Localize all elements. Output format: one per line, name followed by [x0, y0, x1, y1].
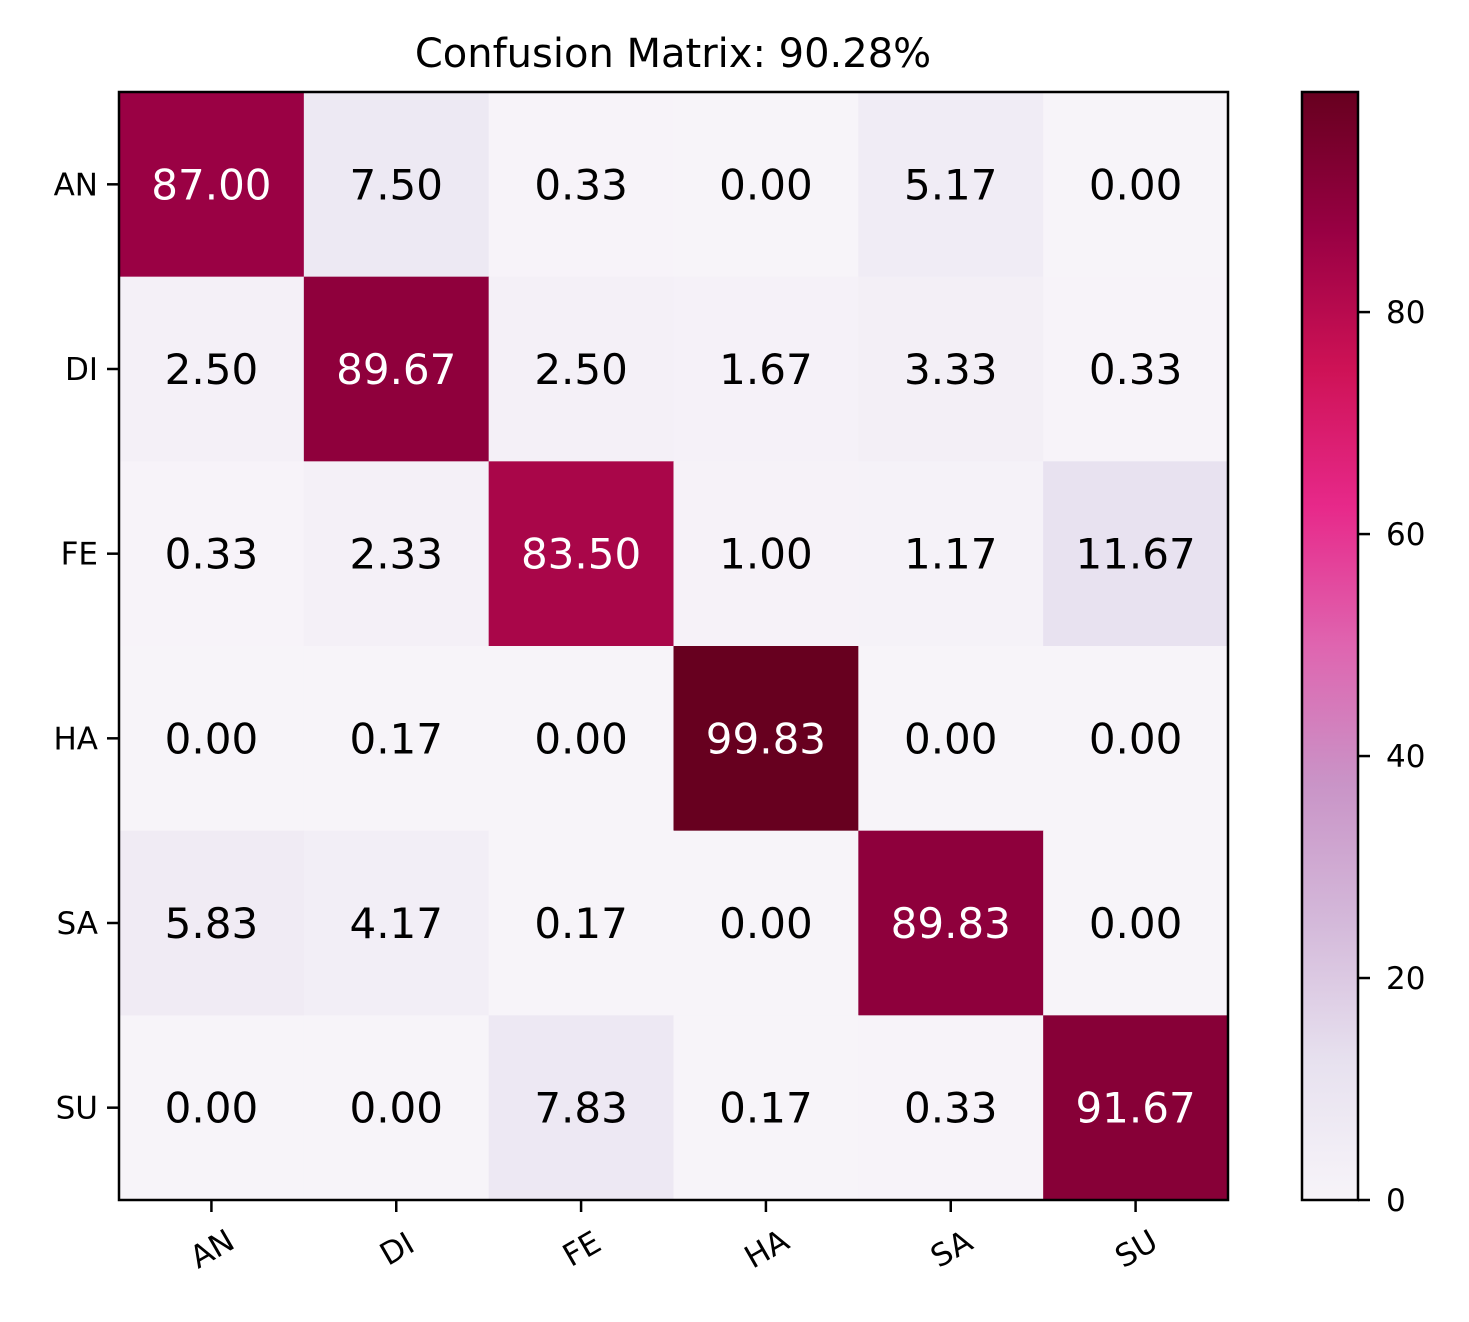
heatmap-cell — [488, 461, 674, 647]
chart-title: Confusion Matrix: 90.28% — [415, 31, 931, 77]
y-tick-label: AN — [54, 167, 98, 203]
heatmap-cell — [858, 92, 1044, 278]
cell-value-label: 0.33 — [165, 530, 259, 579]
heatmap-cell — [119, 646, 305, 832]
x-tick-label: HA — [739, 1223, 796, 1276]
heatmap-cell — [488, 1015, 674, 1201]
cell-value-label: 89.67 — [336, 345, 456, 394]
heatmap-cell — [119, 92, 305, 278]
heatmap-cell — [673, 646, 859, 832]
y-axis: AN DI FE HA SA SU — [53, 167, 119, 1127]
cell-value-label: 2.50 — [165, 345, 259, 394]
cell-value-label: 11.67 — [1075, 530, 1195, 579]
heatmap-cell — [119, 461, 305, 647]
cell-value-label: 0.33 — [534, 160, 628, 209]
heatmap-cell — [488, 276, 674, 462]
heatmap-cell — [1043, 92, 1229, 278]
cell-value-label: 0.00 — [904, 714, 998, 763]
colorbar-frame — [1300, 90, 1360, 1202]
heatmap-cell — [488, 92, 674, 278]
y-tick-label: FE — [61, 537, 98, 573]
heatmap-cell — [488, 646, 674, 832]
cell-value-label: 99.83 — [706, 714, 826, 763]
x-axis: AN DI FE HA SA SU — [184, 1200, 1164, 1276]
heatmap-cell — [303, 276, 490, 462]
cell-value-label: 7.50 — [349, 160, 443, 209]
heatmap-cell — [303, 1015, 490, 1201]
heatmap-cell — [119, 1015, 305, 1201]
colorbar-tick-label: 40 — [1386, 739, 1425, 775]
cell-value-label: 5.17 — [904, 160, 998, 209]
x-tick-label: SU — [1109, 1223, 1164, 1275]
cell-value-label: 0.00 — [1089, 714, 1183, 763]
cell-value-label: 4.17 — [349, 899, 443, 948]
cell-value-label: 0.00 — [719, 899, 813, 948]
y-tick-label: SU — [56, 1091, 98, 1127]
y-tick-label: SA — [57, 906, 98, 942]
heatmap-cell — [303, 92, 490, 278]
heatmap-cell — [488, 830, 674, 1016]
cell-value-label: 3.33 — [904, 345, 998, 394]
cell-value-label: 87.00 — [151, 160, 271, 209]
cell-value-label: 91.67 — [1075, 1084, 1195, 1133]
heatmap-cell — [303, 461, 490, 647]
heatmap-cell — [303, 830, 490, 1016]
cell-value-label: 1.00 — [719, 530, 813, 579]
cell-value-label: 0.00 — [165, 1084, 259, 1133]
cell-value-label: 0.00 — [534, 714, 628, 763]
cell-value-label: 0.00 — [349, 1084, 443, 1133]
x-tick-label: FE — [557, 1224, 607, 1274]
cell-value-label: 0.33 — [904, 1084, 998, 1133]
cell-value-label: 0.17 — [534, 899, 628, 948]
colorbar-gradient — [1302, 92, 1358, 1200]
cell-value-label: 0.00 — [719, 160, 813, 209]
cell-value-label: 0.00 — [165, 714, 259, 763]
cell-value-label: 2.50 — [534, 345, 628, 394]
y-tick-label: DI — [65, 352, 98, 388]
heatmap-cell — [303, 646, 490, 832]
heatmap-cell — [1043, 830, 1229, 1016]
cell-value-label: 0.17 — [719, 1084, 813, 1133]
heatmap-cell — [858, 646, 1044, 832]
colorbar-tick-label: 80 — [1386, 295, 1425, 331]
colorbar-ticks: 0 20 40 60 80 — [1358, 295, 1425, 1219]
heatmap-cell — [1043, 646, 1229, 832]
heatmap-cell — [673, 276, 859, 462]
cell-value-label: 5.83 — [165, 899, 259, 948]
cell-value-label: 83.50 — [521, 530, 641, 579]
heatmap-cell — [119, 276, 305, 462]
x-tick-label: DI — [374, 1225, 421, 1273]
heatmap-cell — [673, 461, 859, 647]
heatmap-cell — [858, 276, 1044, 462]
cell-value-label: 0.00 — [1089, 160, 1183, 209]
y-tick-label: HA — [53, 721, 98, 757]
heatmap-cell — [119, 830, 305, 1016]
x-tick-label: SA — [925, 1223, 979, 1275]
cell-value-label: 7.83 — [534, 1084, 628, 1133]
heatmap-cell — [858, 461, 1044, 647]
x-tick-label: AN — [184, 1223, 240, 1276]
heatmap-cell — [1043, 276, 1229, 462]
colorbar: 0 20 40 60 80 — [1300, 90, 1425, 1219]
cell-value-label: 1.17 — [904, 530, 998, 579]
heatmap-cell — [1043, 461, 1229, 647]
colorbar-tick-label: 0 — [1386, 1183, 1406, 1219]
cell-value-label: 1.67 — [719, 345, 813, 394]
cell-value-label: 2.33 — [349, 530, 443, 579]
heatmap-cell — [673, 92, 859, 278]
colorbar-tick-label: 20 — [1386, 961, 1425, 997]
cell-value-label: 0.00 — [1089, 899, 1183, 948]
heatmap-cell — [858, 830, 1044, 1016]
heatmap-cell — [1043, 1015, 1229, 1201]
cell-value-label: 0.17 — [349, 714, 443, 763]
heatmap-cell — [673, 1015, 859, 1201]
cell-value-label: 89.83 — [891, 899, 1011, 948]
heatmap-cell — [673, 830, 859, 1016]
colorbar-tick-label: 60 — [1386, 517, 1425, 553]
cell-value-label: 0.33 — [1089, 345, 1183, 394]
heatmap-cells: 87.00 7.50 0.33 0.00 5.17 0.00 2.50 89.67 2.50 1.… — [119, 92, 1229, 1201]
heatmap-cell — [858, 1015, 1044, 1201]
plot-frame — [117, 90, 1230, 1202]
